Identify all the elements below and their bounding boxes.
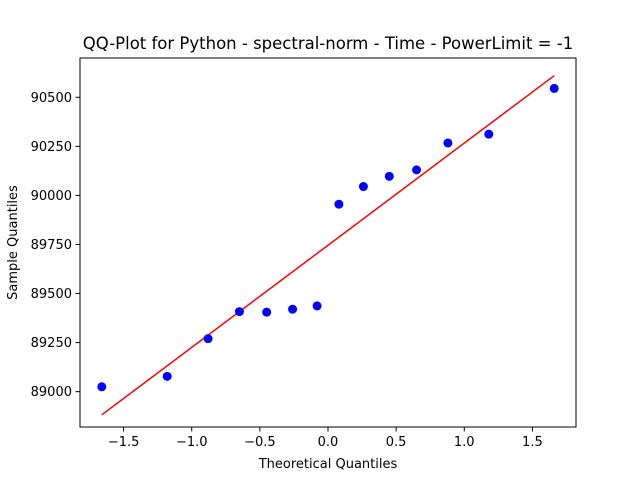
x-axis-label: Theoretical Quantiles: [258, 457, 398, 472]
data-point: [262, 307, 272, 317]
data-point: [412, 165, 422, 175]
data-point: [312, 301, 322, 311]
y-tick-label: 90500: [31, 91, 72, 106]
data-point: [484, 129, 494, 139]
data-point: [443, 138, 453, 148]
x-tick-label: 1.0: [454, 435, 475, 450]
data-point: [334, 199, 344, 209]
x-tick-label: 0.0: [318, 435, 339, 450]
chart-title: QQ-Plot for Python - spectral-norm - Tim…: [83, 34, 573, 53]
data-marks: [97, 75, 559, 416]
data-point: [358, 182, 368, 192]
data-point: [162, 371, 172, 381]
y-axis-label: Sample Quantiles: [6, 185, 21, 300]
x-tick-label: −1.0: [176, 435, 208, 450]
y-tick-label: 89250: [31, 336, 72, 351]
x-tick-label: 0.5: [386, 435, 407, 450]
x-tick-label: −1.5: [108, 435, 140, 450]
y-tick-label: 89000: [31, 385, 72, 400]
axes-frame: [79, 57, 577, 428]
x-axis: −1.5 −1.0 −0.5 0.0 0.5 1.0 1.5: [108, 427, 543, 450]
x-tick-label: −0.5: [244, 435, 276, 450]
data-point: [234, 307, 244, 317]
x-tick-label: 1.5: [522, 435, 543, 450]
y-tick-label: 89750: [31, 238, 72, 253]
data-point: [203, 334, 213, 344]
plot-area: [80, 58, 576, 427]
y-tick-label: 90000: [31, 189, 72, 204]
y-tick-label: 90250: [31, 140, 72, 155]
data-point: [288, 304, 298, 314]
data-point: [97, 382, 107, 392]
reference-line: [101, 75, 555, 416]
data-point: [549, 83, 559, 93]
data-point: [384, 171, 394, 181]
axes-background: [80, 58, 576, 427]
y-tick-label: 89500: [31, 287, 72, 302]
y-axis: 89000 89250 89500 89750 90000 90250 90500: [31, 91, 80, 400]
